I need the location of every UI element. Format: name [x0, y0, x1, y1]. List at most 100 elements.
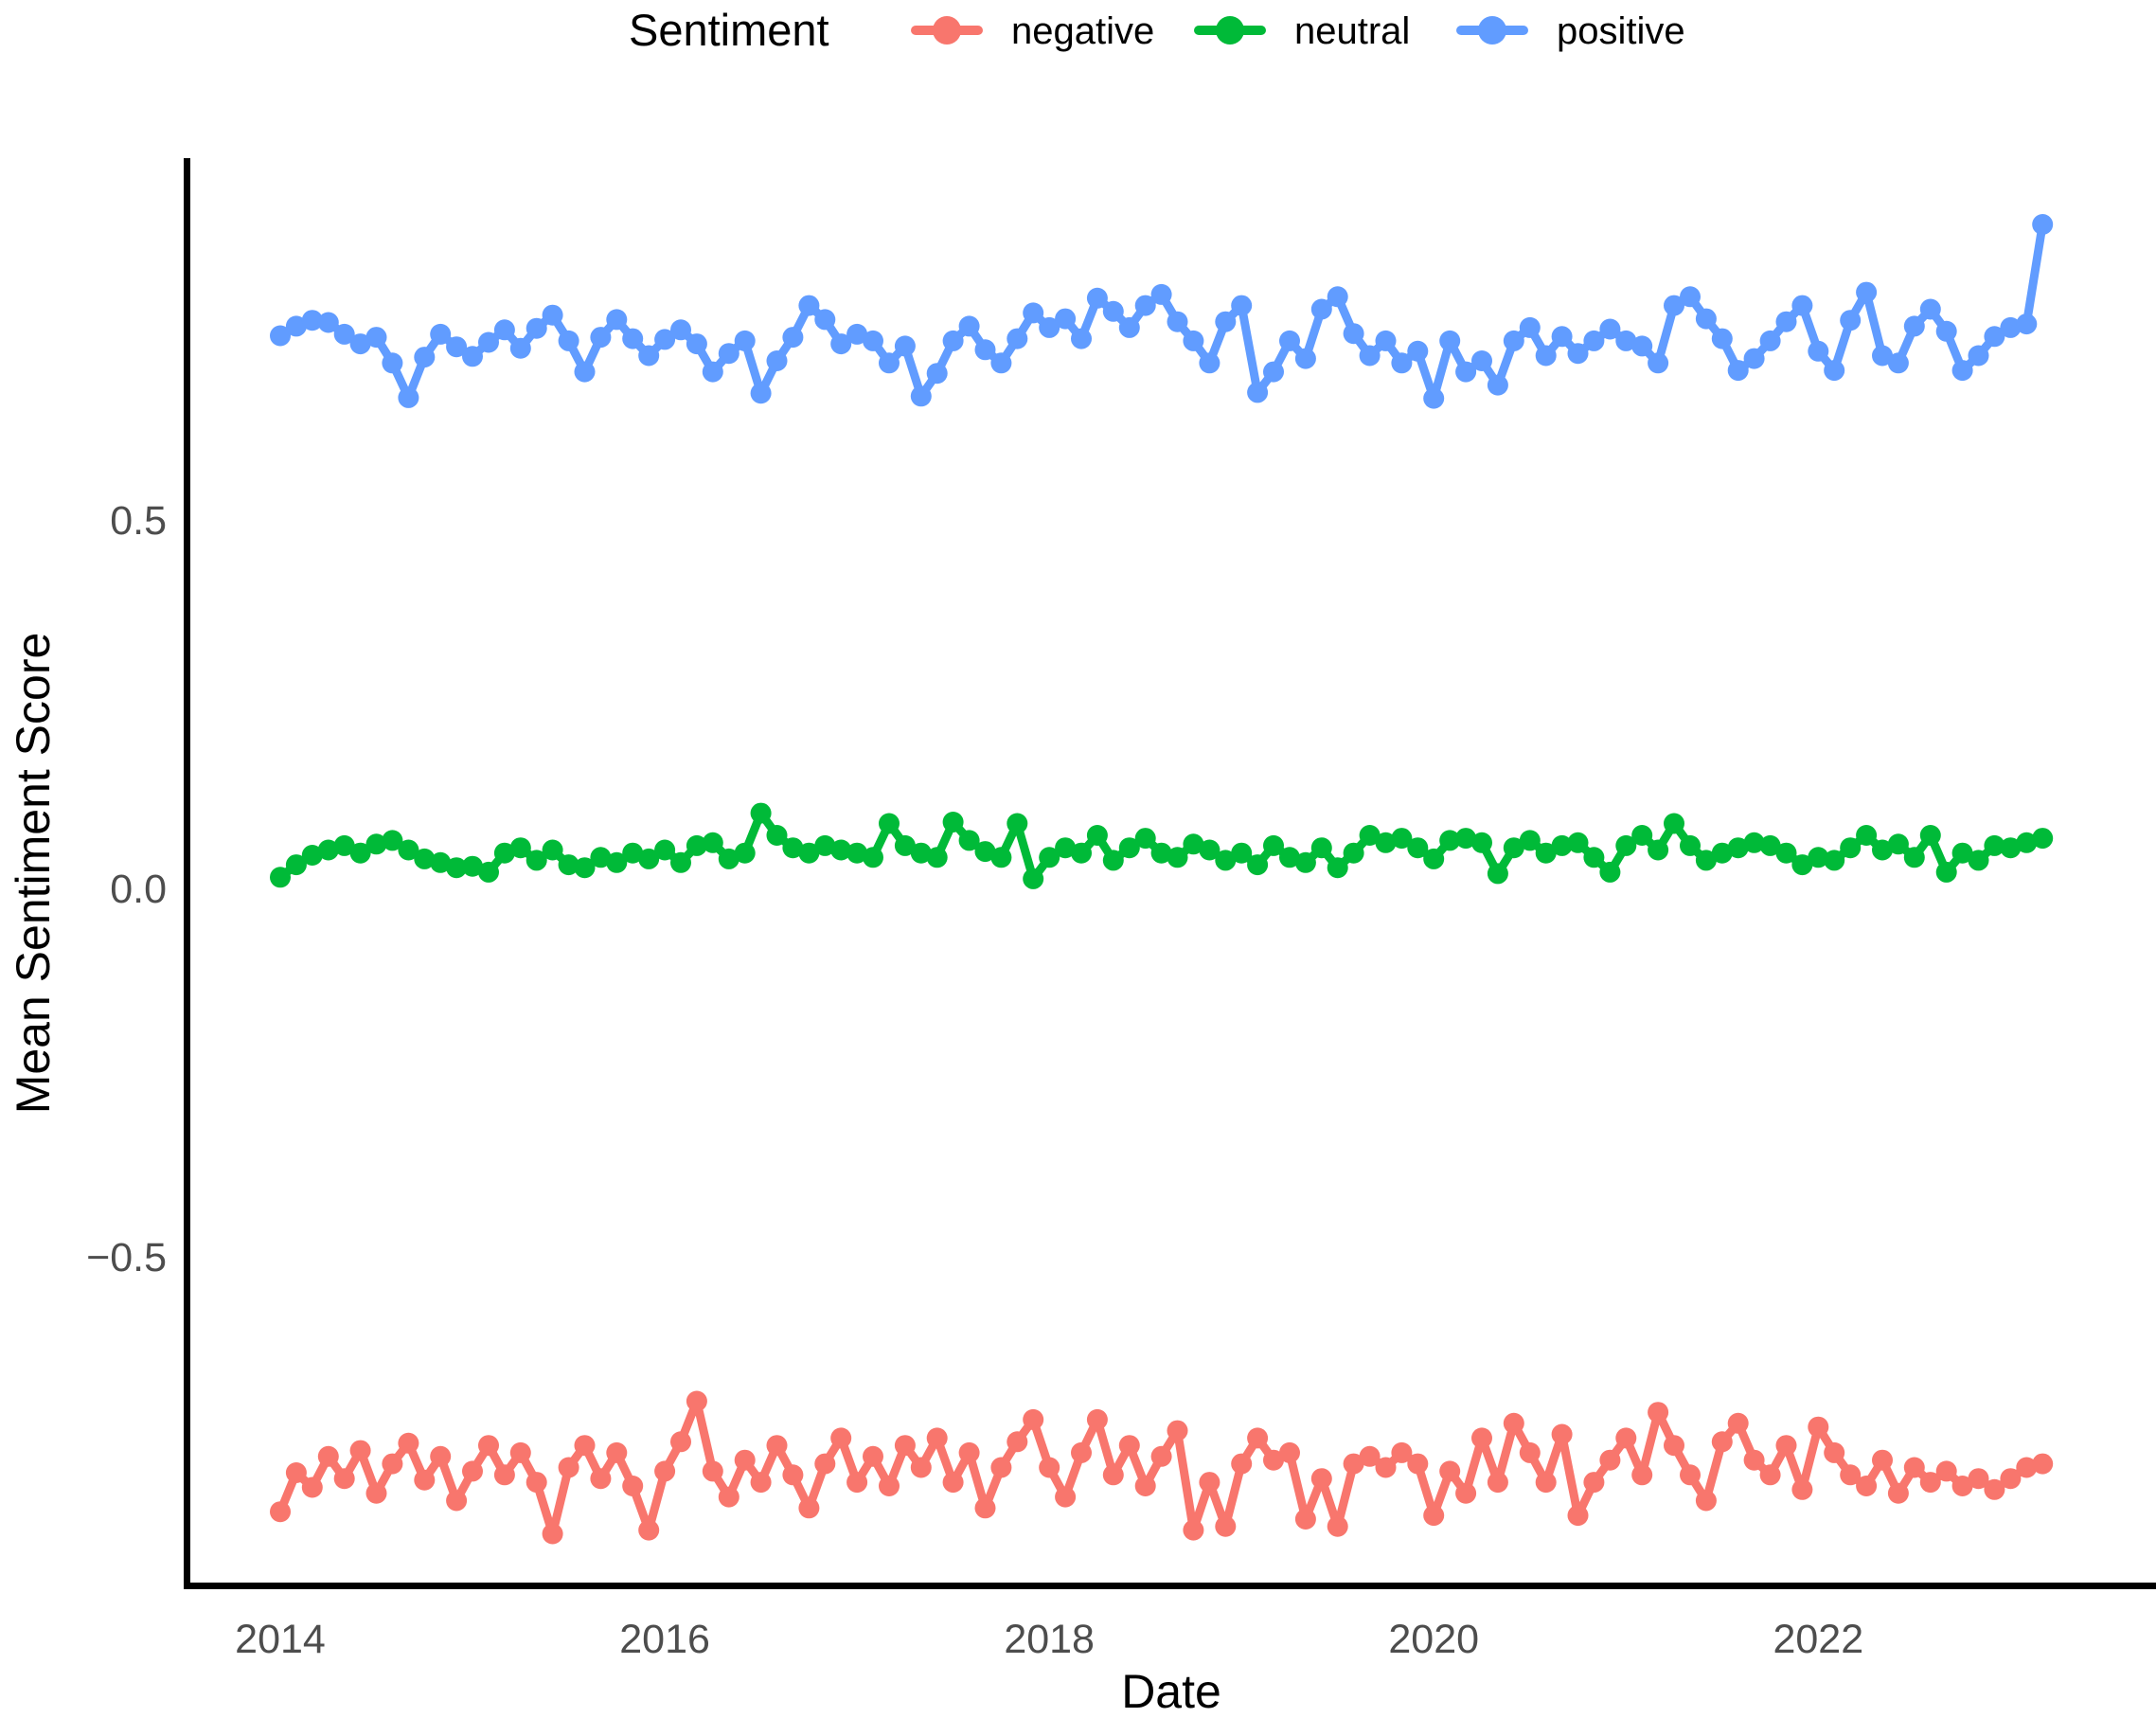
series-positive-point: [846, 323, 868, 345]
series-negative-point: [1231, 1453, 1253, 1475]
series-negative-point: [2000, 1468, 2022, 1490]
series-positive-point: [1134, 295, 1156, 316]
series-positive-point: [1695, 308, 1717, 330]
series-positive-point: [1648, 352, 1669, 374]
series-positive-point: [1856, 281, 1878, 303]
series-positive-point: [1951, 360, 1973, 382]
series-negative-point: [1294, 1509, 1316, 1530]
series-neutral-point: [1808, 847, 1829, 868]
series-negative-point: [462, 1460, 483, 1482]
series-neutral-point: [766, 825, 788, 846]
series-negative-point: [1791, 1478, 1813, 1500]
series-positive-point: [1039, 316, 1060, 338]
series-negative-point: [1359, 1445, 1381, 1467]
series-positive-point: [622, 328, 644, 349]
series-neutral-point: [606, 851, 628, 873]
series-neutral-point: [1951, 842, 1973, 864]
series-negative-point: [1903, 1457, 1925, 1478]
series-positive-point: [974, 339, 996, 361]
series-positive-point: [1775, 311, 1797, 332]
series-negative-point: [430, 1445, 452, 1467]
series-positive-point: [1118, 316, 1140, 338]
series-negative-point: [398, 1432, 419, 1454]
series-positive-point: [1968, 345, 1989, 367]
series-neutral-point: [1086, 825, 1108, 846]
series-neutral-point: [1503, 837, 1524, 859]
series-positive-point: [1439, 330, 1461, 351]
series-neutral-point: [1615, 834, 1637, 856]
series-positive-point: [365, 327, 387, 349]
legend-key-positive-dot-icon: [1478, 16, 1506, 45]
series-positive-point: [654, 329, 676, 350]
series-positive-point: [1551, 326, 1573, 348]
series-neutral-point: [1231, 842, 1253, 864]
series-neutral-point: [1599, 861, 1621, 883]
series-neutral-point: [926, 847, 948, 868]
series-negative-point: [1951, 1476, 1973, 1496]
series-positive-point: [333, 323, 355, 345]
series-neutral-point: [1055, 837, 1077, 859]
series-negative-point: [1423, 1505, 1445, 1527]
series-positive-point: [910, 385, 932, 407]
series-neutral-point: [1391, 828, 1413, 850]
series-positive-point: [1727, 360, 1749, 382]
series-neutral-point: [1294, 851, 1316, 873]
series-negative-point: [1215, 1515, 1237, 1537]
series-negative-point: [1279, 1441, 1300, 1463]
series-positive-point: [1808, 340, 1829, 362]
series-neutral-point: [974, 841, 996, 863]
legend-key-neutral-dot-icon: [1216, 16, 1244, 45]
series-positive-point: [2000, 316, 2022, 338]
x-tick-label: 2022: [1773, 1617, 1863, 1662]
series-positive-point: [2032, 214, 2054, 235]
series-negative-point: [1727, 1412, 1749, 1434]
series-positive-point: [686, 333, 707, 355]
series-neutral-point: [1631, 825, 1653, 846]
series-positive-point: [638, 345, 660, 367]
series-positive-point: [2016, 313, 2038, 335]
series-positive-point: [1519, 316, 1541, 338]
series-negative-point: [1327, 1515, 1348, 1537]
series-neutral-point: [1695, 850, 1717, 871]
series-neutral-point: [1167, 847, 1188, 868]
series-negative-point: [926, 1427, 948, 1449]
series-neutral-point: [1327, 857, 1348, 879]
series-negative-point: [1968, 1468, 1989, 1490]
series-negative-point: [1086, 1408, 1108, 1430]
x-tick-label: 2014: [235, 1617, 326, 1662]
series-negative-point: [1711, 1431, 1733, 1453]
series-positive-point: [1872, 345, 1893, 367]
series-positive-point: [1455, 361, 1477, 383]
series-negative-point: [1375, 1457, 1397, 1478]
series-negative-point: [702, 1460, 723, 1482]
legend-label-neutral: neutral: [1294, 10, 1410, 52]
series-neutral-point: [1007, 813, 1028, 834]
series-negative-point: [1071, 1441, 1092, 1463]
series-neutral-point: [558, 854, 579, 876]
series-positive-point: [1231, 295, 1253, 316]
series-positive-point: [590, 327, 612, 349]
series-positive-point: [1743, 348, 1765, 369]
series-negative-point: [1856, 1476, 1878, 1496]
series-negative-point: [1887, 1482, 1909, 1504]
series-neutral-point: [509, 837, 531, 859]
series-neutral-point: [830, 839, 852, 861]
series-positive-point: [750, 383, 772, 404]
series-positive-point: [317, 312, 339, 333]
series-negative-point: [1167, 1420, 1188, 1441]
series-positive-point: [270, 325, 291, 347]
series-negative-point: [686, 1390, 707, 1412]
series-positive-point: [1919, 298, 1941, 320]
series-neutral-point: [1455, 828, 1477, 850]
series-negative-point: [638, 1519, 660, 1541]
series-negative-point: [1487, 1472, 1508, 1494]
series-positive-point: [1263, 361, 1284, 383]
series-positive-point: [1327, 286, 1348, 308]
series-negative-point: [1039, 1457, 1060, 1478]
series-negative-point: [1743, 1449, 1765, 1471]
series-positive-point: [414, 347, 436, 368]
series-negative-point: [782, 1464, 804, 1486]
series-negative-point: [1134, 1476, 1156, 1496]
series-negative-point: [798, 1497, 820, 1519]
